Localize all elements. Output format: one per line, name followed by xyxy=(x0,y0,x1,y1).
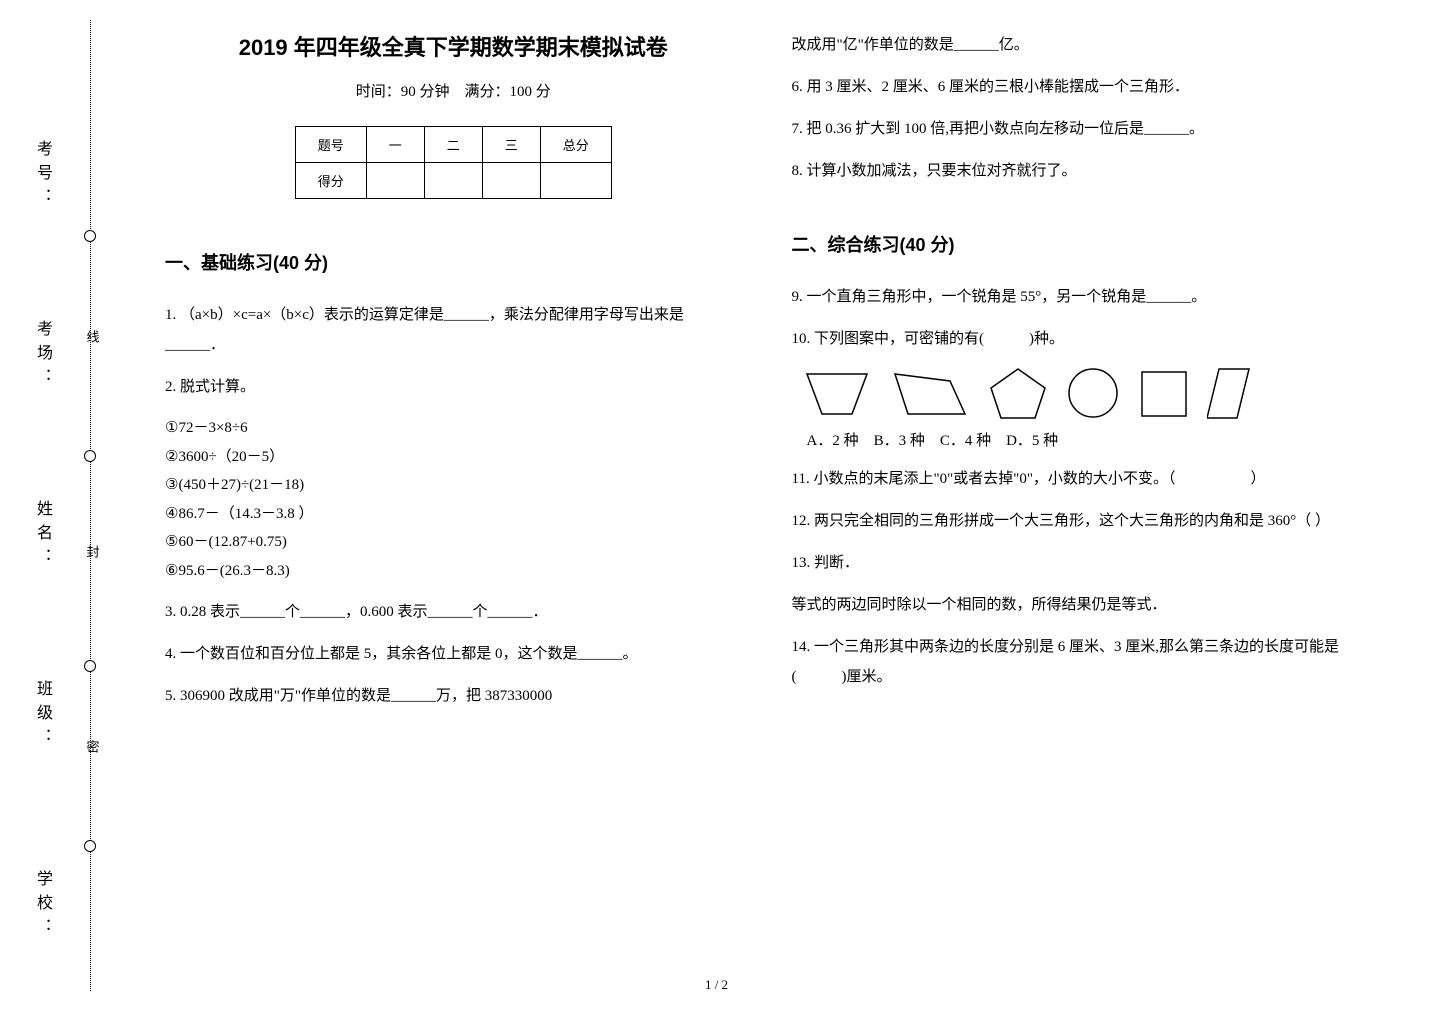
shapes-row xyxy=(802,366,1369,421)
binding-label-school: 学校： xyxy=(30,870,54,942)
question-2-item: ①72－3×8÷6 xyxy=(165,414,742,443)
question-2-item: ④86.7－（14.3－3.8 ） xyxy=(165,500,742,529)
binding-strip-label-line: 线 xyxy=(83,330,102,355)
page-content: 2019 年四年级全真下学期数学期末模拟试卷 时间：90 分钟 满分：100 分… xyxy=(120,0,1433,1011)
column-right: 改成用"亿"作单位的数是______亿。 6. 用 3 厘米、2 厘米、6 厘米… xyxy=(767,30,1394,981)
score-table: 题号 一 二 三 总分 得分 xyxy=(295,126,612,199)
question-5-cont: 改成用"亿"作单位的数是______亿。 xyxy=(792,30,1369,60)
binding-label-room: 考场： xyxy=(30,320,54,392)
question-2-item: ⑥95.6－(26.3－8.3) xyxy=(165,557,742,586)
question-1: 1. （a×b）×c=a×（b×c）表示的运算定律是______，乘法分配律用字… xyxy=(165,300,742,360)
question-13: 13. 判断． xyxy=(792,548,1369,578)
binding-circle xyxy=(84,230,96,242)
shape-square xyxy=(1139,369,1189,419)
score-header: 二 xyxy=(424,127,482,163)
binding-label-class: 班级： xyxy=(30,680,54,752)
question-2-item: ②3600÷（20－5） xyxy=(165,443,742,472)
question-3: 3. 0.28 表示______个______，0.600 表示______个_… xyxy=(165,597,742,627)
score-header: 一 xyxy=(366,127,424,163)
binding-label-name: 姓名： xyxy=(30,500,54,572)
shape-quadrilateral xyxy=(890,369,970,419)
score-cell xyxy=(366,163,424,199)
question-2-item: ⑤60－(12.87+0.75) xyxy=(165,528,742,557)
shape-trapezoid xyxy=(802,369,872,419)
score-header: 三 xyxy=(482,127,540,163)
binding-label-examid: 考号： xyxy=(30,140,54,212)
binding-circle xyxy=(84,450,96,462)
page-footer: 1 / 2 xyxy=(705,977,728,993)
score-header: 总分 xyxy=(540,127,611,163)
score-header: 题号 xyxy=(295,127,366,163)
score-cell xyxy=(424,163,482,199)
shape-pentagon xyxy=(988,366,1048,421)
score-cell xyxy=(482,163,540,199)
binding-strip-label-secret: 密 xyxy=(83,740,102,765)
question-2: 2. 脱式计算。 xyxy=(165,372,742,402)
binding-circle xyxy=(84,660,96,672)
shape-parallelogram xyxy=(1207,366,1252,421)
score-row-label: 得分 xyxy=(295,163,366,199)
binding-circle xyxy=(84,840,96,852)
page-title: 2019 年四年级全真下学期数学期末模拟试卷 xyxy=(165,30,742,62)
page-subtitle: 时间：90 分钟 满分：100 分 xyxy=(165,80,742,101)
section1-title: 一、基础练习(40 分) xyxy=(165,249,742,275)
question-4: 4. 一个数百位和百分位上都是 5，其余各位上都是 0，这个数是______。 xyxy=(165,639,742,669)
score-cell xyxy=(540,163,611,199)
question-10-options: A．2 种 B．3 种 C．4 种 D．5 种 xyxy=(807,429,1369,450)
question-11: 11. 小数点的末尾添上"0"或者去掉"0"，小数的大小不变。（ ） xyxy=(792,464,1369,494)
binding-strip: 线 封 密 考号： 考场： 姓名： 班级： 学校： xyxy=(0,0,120,1011)
question-13-body: 等式的两边同时除以一个相同的数，所得结果仍是等式． xyxy=(792,590,1369,620)
binding-strip-label-seal: 封 xyxy=(83,545,102,570)
question-5: 5. 306900 改成用"万"作单位的数是______万，把 38733000… xyxy=(165,681,742,711)
question-6: 6. 用 3 厘米、2 厘米、6 厘米的三根小棒能摆成一个三角形． xyxy=(792,72,1369,102)
question-7: 7. 把 0.36 扩大到 100 倍,再把小数点向左移动一位后是______。 xyxy=(792,114,1369,144)
section2-title: 二、综合练习(40 分) xyxy=(792,231,1369,257)
column-left: 2019 年四年级全真下学期数学期末模拟试卷 时间：90 分钟 满分：100 分… xyxy=(140,30,767,981)
question-9: 9. 一个直角三角形中，一个锐角是 55°，另一个锐角是______。 xyxy=(792,282,1369,312)
question-8: 8. 计算小数加减法，只要末位对齐就行了。 xyxy=(792,156,1369,186)
shape-circle xyxy=(1066,366,1121,421)
question-2-item: ③(450＋27)÷(21－18) xyxy=(165,471,742,500)
question-10: 10. 下列图案中，可密铺的有( )种。 xyxy=(792,324,1369,354)
question-14: 14. 一个三角形其中两条边的长度分别是 6 厘米、3 厘米,那么第三条边的长度… xyxy=(792,632,1369,692)
question-12: 12. 两只完全相同的三角形拼成一个大三角形，这个大三角形的内角和是 360°（… xyxy=(792,506,1369,536)
